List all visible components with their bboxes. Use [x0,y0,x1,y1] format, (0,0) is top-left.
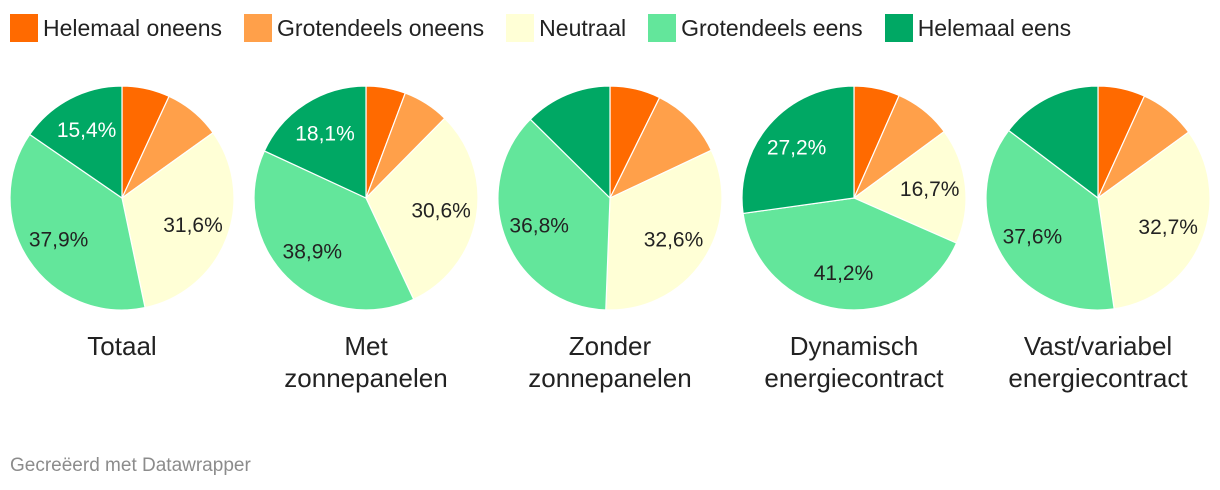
legend-item-helemaal-oneens: Helemaal oneens [10,14,222,42]
slice-label: 32,6% [644,229,704,252]
pie-title: Vast/variabel [1024,331,1172,361]
legend-swatch [10,14,38,42]
legend-item-grotendeels-eens: Grotendeels eens [648,14,863,42]
pie-slice [1097,131,1211,310]
slice-label: 37,6% [1003,225,1063,248]
legend-label: Grotendeels oneens [277,14,485,41]
pie-slice [608,96,713,200]
pie-slice [263,85,367,199]
legend-label: Neutraal [539,14,627,41]
pie-slice [9,133,146,311]
slice-label: 32,7% [1138,216,1198,239]
pie-charts: 31,6%37,9%15,4%Totaal30,6%38,9%18,1%Metz… [9,85,1211,393]
pie-1: 31,6% 37,9% 15,4% Totaal [9,85,235,361]
pie-title: Dynamisch [790,331,919,361]
pie-title: zonnepanelen [284,363,447,393]
legend-label: Helemaal eens [917,14,1072,41]
slice-label: 18,1% [295,122,355,145]
pie-slice [852,130,967,244]
slice-label: 30,6% [411,199,471,222]
legend-item-neutraal: Neutraal [506,14,626,42]
slice-label: 27,2% [767,137,827,160]
pie-slice [365,117,479,301]
legend-swatch [884,14,913,42]
legend-label: Grotendeels eens [681,14,863,41]
pie-slice [121,131,235,309]
pie-title: energiecontract [1008,363,1188,393]
legend-label: Helemaal oneens [43,14,223,41]
slice-label: 31,6% [163,214,223,237]
pie-title: Met [344,331,388,361]
legend-swatch [648,14,677,42]
slice-label: 38,9% [283,241,343,264]
slice-label: 16,7% [900,178,960,201]
slice-label: 41,2% [814,262,874,285]
slice-label: 37,9% [29,229,89,252]
legend-item-helemaal-eens: Helemaal eens [884,14,1072,42]
pie-title: Zonder [569,331,652,361]
pie-slice [605,149,723,311]
pie-slice [497,118,611,311]
pie-slice [741,85,855,215]
pie-slice [253,150,415,311]
pie-title: zonnepanelen [528,363,691,393]
pie-title: Totaal [87,331,156,361]
pie-slice [529,85,611,200]
pie-slice [28,85,123,200]
slice-label: 15,4% [57,119,117,142]
legend-swatch [244,14,273,42]
footer-credit: Gecreëerd met Datawrapper [10,455,251,476]
legend: Helemaal oneens Grotendeels oneens Neutr… [10,12,1093,44]
pie-slice [1007,85,1099,200]
pie-title: energiecontract [764,363,944,393]
legend-item-grotendeels-oneens: Grotendeels oneens [244,14,484,42]
pie-slice [742,197,958,311]
slice-label: 36,8% [509,215,569,238]
pie-slice [985,129,1115,311]
legend-swatch [506,14,535,42]
